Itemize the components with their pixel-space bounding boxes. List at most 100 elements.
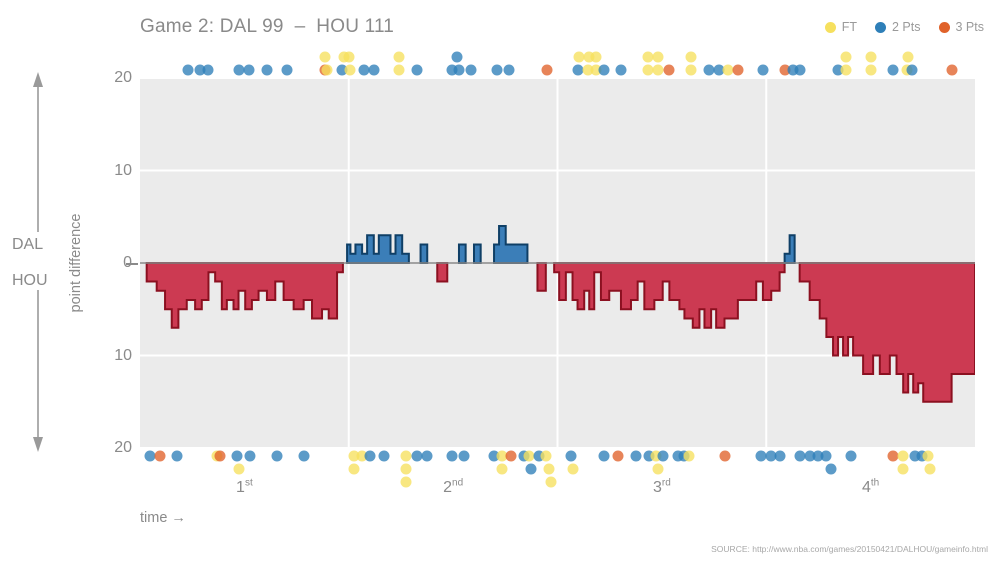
scoring-dot [344,64,356,76]
scoring-dot [765,450,777,462]
legend-label: 3 Pts [955,20,985,34]
scoring-dot [171,450,183,462]
scoring-dot [922,450,934,462]
scoring-dot [840,64,852,76]
legend-label: FT [841,20,857,34]
scoring-dot [598,64,610,76]
scoring-dot [865,51,877,63]
scoring-dot [820,450,832,462]
scoring-dot [523,450,535,462]
scoring-dot [243,64,255,76]
legend-swatch-icon [938,21,950,33]
scoring-dot [348,463,360,475]
scoring-dot [906,64,918,76]
scoring-dot [902,51,914,63]
scoring-dot [590,64,602,76]
scoring-dot [496,463,508,475]
scoring-dot [491,64,503,76]
scoring-dot [244,450,256,462]
scoring-dot [565,450,577,462]
scoring-dot [897,463,909,475]
scoring-dot [652,64,664,76]
scoring-dot [683,450,695,462]
direction-label-hou: HOU [12,272,48,289]
scoring-dot [757,64,769,76]
scoring-dot [364,450,376,462]
scoring-dot [488,450,500,462]
x-tick-quarter-3: 3rd [653,478,671,497]
scoring-dot [446,64,458,76]
y-tick-label: 10 [114,346,132,364]
scoring-dot [194,64,206,76]
scoring-dot [652,51,664,63]
scoring-dot [358,64,370,76]
scoring-dot [458,450,470,462]
scoring-dot [924,463,936,475]
scoring-dot [897,450,909,462]
scoring-dot [378,450,390,462]
scoring-dot [832,64,844,76]
scoring-dot [642,64,654,76]
scoring-dot [446,450,458,462]
x-tick-ordinal-suffix: st [244,478,253,489]
scoring-dot [336,64,348,76]
scoring-dot [202,64,214,76]
scoring-dot [583,51,595,63]
scoring-dot [685,51,697,63]
direction-label-dal: DAL [12,236,44,253]
chart-title: Game 2: DAL 99 – HOU 111 [140,16,395,37]
scoring-dot [233,64,245,76]
scoring-dot [567,463,579,475]
scoring-dot [411,450,423,462]
point-difference-area [140,78,975,448]
legend-swatch-icon [824,21,836,33]
scoring-dot [946,64,958,76]
x-tick-ordinal-suffix: nd [452,478,464,489]
scoring-dot [400,476,412,488]
scoring-dot [615,64,627,76]
scoring-dot [590,51,602,63]
legend-label: 2 Pts [892,20,921,34]
scoring-dot [465,64,477,76]
scoring-dot [794,450,806,462]
scoring-dot [825,463,837,475]
scoring-dot [887,450,899,462]
scoring-dot [214,450,226,462]
scoring-dot [348,450,360,462]
x-tick-label: 3rd [652,478,671,497]
y-axis-label: point difference [68,213,84,313]
x-tick-quarter-1: 1st [236,478,253,497]
x-tick-label: 2nd [443,478,464,497]
scoring-dot [400,450,412,462]
scoring-dot [393,64,405,76]
legend-item-2-pts[interactable]: 2 Pts [875,20,921,34]
legend-item-3-pts[interactable]: 3 Pts [938,20,985,34]
scoring-dot [545,476,557,488]
scoring-dot [496,450,508,462]
scoring-dot [787,64,799,76]
scoring-dot [541,64,553,76]
scoring-dot [543,463,555,475]
legend-item-ft[interactable]: FT [824,20,857,34]
scoring-dot [573,51,585,63]
y-tick-label: 0 [98,254,132,272]
scoring-dot [845,450,857,462]
scoring-dot [505,450,517,462]
x-tick-label: 1st [236,478,253,497]
scoring-dot [261,64,273,76]
scoring-dot [887,64,899,76]
scoring-dot [421,450,433,462]
scoring-dot [503,64,515,76]
y-tick-label: 20 [114,69,132,86]
x-tick-label: 4th [862,478,880,497]
direction-arrow-axis [33,72,43,452]
legend: FT 2 Pts 3 Pts [824,20,985,34]
scoring-dot [672,450,684,462]
scoring-dot [233,463,245,475]
scoring-dot [794,64,806,76]
scoring-dot [154,450,166,462]
scoring-dot [909,450,921,462]
zero-tick-mark [126,263,138,265]
x-tick-quarter-4: 4th [862,478,879,497]
